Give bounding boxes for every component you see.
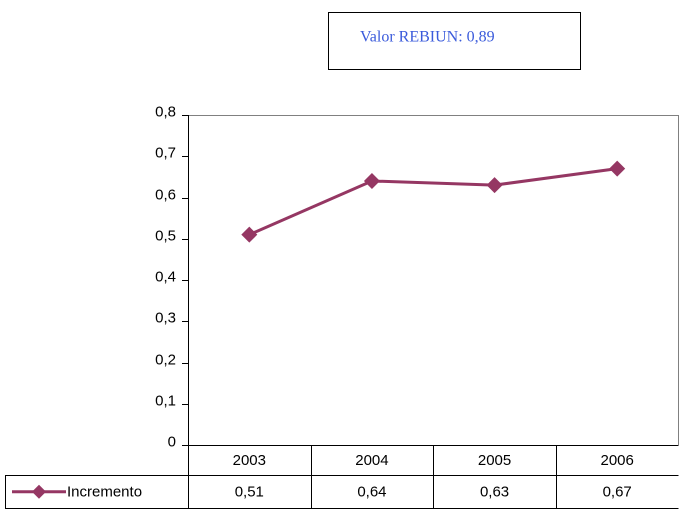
legend-marker [32, 484, 46, 499]
data-label: 0,67 [603, 484, 632, 501]
series-line [248, 167, 618, 236]
y-tick-label: 0,6 [155, 186, 176, 203]
data-label: 0,64 [357, 484, 386, 501]
marker [363, 173, 380, 189]
y-tick-label: 0,5 [155, 227, 176, 244]
x-tick-label: 2003 [233, 452, 266, 469]
marker [609, 160, 626, 177]
y-tick-label: 0 [168, 433, 176, 450]
y-tick-label: 0,3 [155, 309, 176, 326]
legend-label: Incremento [67, 484, 142, 501]
y-tick-label: 0,7 [155, 144, 176, 161]
annotation-box [328, 12, 581, 70]
y-tick-label: 0,8 [155, 103, 176, 120]
data-label: 0,63 [480, 484, 509, 501]
x-tick-label: 2005 [478, 452, 511, 469]
y-tick-label: 0,1 [155, 392, 176, 409]
y-tick-label: 0,4 [155, 268, 176, 285]
annotation: Valor REBIUN: 0,89 [360, 29, 495, 46]
marker [486, 177, 503, 194]
x-tick-label: 2004 [355, 452, 388, 469]
data-label: 0,51 [235, 484, 264, 501]
x-tick-label: 2006 [601, 452, 634, 469]
marker [241, 226, 258, 243]
y-tick-label: 0,2 [155, 351, 176, 368]
